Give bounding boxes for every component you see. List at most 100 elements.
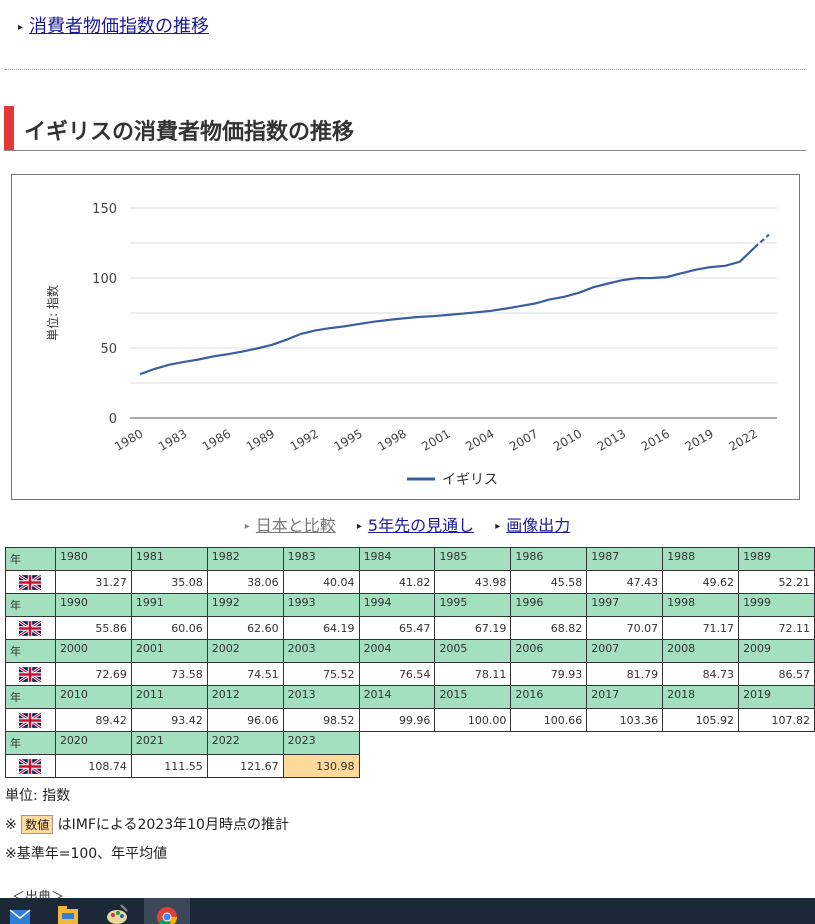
year-cell: 1989 bbox=[738, 547, 815, 571]
value-cell: 100.66 bbox=[510, 708, 588, 732]
year-header-cell: 年 bbox=[5, 639, 56, 663]
chrome-icon[interactable] bbox=[153, 901, 181, 924]
year-cell: 2015 bbox=[434, 685, 512, 709]
empty-cell bbox=[587, 755, 663, 778]
x-tick-label: 1980 bbox=[112, 426, 145, 453]
flag-cell bbox=[5, 570, 56, 594]
value-row: 55.86 60.06 62.60 64.19 65.47 67.19 68.82 70.07… bbox=[5, 616, 815, 640]
notes: 単位: 指数 ※ 数値 はIMFによる2023年10月時点の推計 ※基準年=10… bbox=[5, 785, 289, 872]
x-tick-label: 2022 bbox=[726, 426, 759, 453]
estimate-note: ※ 数値 はIMFによる2023年10月時点の推計 bbox=[5, 814, 289, 834]
year-row: 年 1990 1991 1992 1993 1994 1995 1996 1997 1998 199… bbox=[5, 593, 815, 617]
x-tick-label: 2010 bbox=[551, 426, 584, 453]
year-cell: 1987 bbox=[586, 547, 664, 571]
estimate-badge: 数値 bbox=[21, 815, 54, 834]
year-header-cell: 年 bbox=[5, 593, 56, 617]
paint-icon[interactable] bbox=[103, 901, 131, 924]
uk-flag-icon bbox=[19, 758, 42, 774]
year-cell: 1997 bbox=[586, 593, 664, 617]
value-cell: 98.52 bbox=[282, 708, 360, 732]
estimate-prefix: ※ bbox=[5, 817, 17, 833]
year-cell: 2007 bbox=[586, 639, 664, 663]
year-cell: 1981 bbox=[130, 547, 208, 571]
x-tick-label: 1992 bbox=[288, 426, 321, 453]
value-cell: 81.79 bbox=[586, 662, 664, 686]
divider bbox=[5, 69, 805, 70]
value-cell: 78.11 bbox=[434, 662, 512, 686]
year-cell: 1992 bbox=[206, 593, 284, 617]
year-cell: 2017 bbox=[586, 685, 664, 709]
year-cell: 2022 bbox=[206, 731, 284, 755]
year-cell: 1991 bbox=[130, 593, 208, 617]
empty-cell bbox=[739, 755, 815, 778]
value-cell: 73.58 bbox=[130, 662, 208, 686]
x-tick-label: 2016 bbox=[639, 426, 672, 453]
x-tick-label: 2007 bbox=[507, 426, 540, 453]
value-cell: 111.55 bbox=[130, 754, 208, 778]
section-title: イギリスの消費者物価指数の推移 bbox=[24, 120, 355, 145]
chart-svg: 0 50 100 150 単位: 指数 1980 1983 1986 1989 1992 1995 1… bbox=[45, 202, 777, 488]
file-explorer-icon[interactable] bbox=[54, 901, 82, 924]
uk-flag-icon bbox=[19, 712, 42, 728]
value-cell: 71.17 bbox=[662, 616, 740, 640]
uk-flag-icon bbox=[19, 620, 42, 636]
value-cell: 72.11 bbox=[738, 616, 815, 640]
year-cell: 2001 bbox=[130, 639, 208, 663]
x-tick-label: 1989 bbox=[244, 426, 277, 453]
x-tick-label: 2001 bbox=[419, 426, 452, 453]
year-cell: 1980 bbox=[54, 547, 132, 571]
compare-japan-link[interactable]: 日本と比較 bbox=[255, 516, 336, 535]
image-export-link[interactable]: 画像出力 bbox=[506, 516, 571, 535]
value-cell: 79.93 bbox=[510, 662, 588, 686]
empty-cell bbox=[359, 732, 435, 755]
value-cell: 103.36 bbox=[586, 708, 664, 732]
empty-cell bbox=[511, 732, 587, 755]
estimate-text: はIMFによる2023年10月時点の推計 bbox=[57, 817, 289, 833]
x-tick-label: 1986 bbox=[200, 426, 233, 453]
year-cell: 1996 bbox=[510, 593, 588, 617]
value-row: 89.42 93.42 96.06 98.52 99.96 100.00 100.66 103… bbox=[5, 708, 815, 732]
year-row: 年 1980 1981 1982 1983 1984 1985 1986 1987 1988 198… bbox=[5, 547, 815, 571]
value-cell: 35.08 bbox=[130, 570, 208, 594]
year-cell: 2002 bbox=[206, 639, 284, 663]
value-cell: 130.98 bbox=[282, 754, 360, 778]
year-cell: 2021 bbox=[130, 731, 208, 755]
cpi-trend-link[interactable]: 消費者物価指数の推移 bbox=[29, 16, 210, 37]
value-cell: 45.58 bbox=[510, 570, 588, 594]
x-tick-label: 1983 bbox=[156, 426, 189, 453]
legend-label: イギリス bbox=[442, 472, 498, 488]
year-cell: 2004 bbox=[358, 639, 436, 663]
year-cell: 1983 bbox=[282, 547, 360, 571]
year-cell: 1999 bbox=[738, 593, 815, 617]
empty-cell bbox=[587, 732, 663, 755]
value-cell: 52.21 bbox=[738, 570, 815, 594]
forecast-link[interactable]: 5年先の見通し bbox=[367, 516, 475, 535]
value-row: 31.27 35.08 38.06 40.04 41.82 43.98 45.58 47.43… bbox=[5, 570, 815, 594]
value-cell: 40.04 bbox=[282, 570, 360, 594]
series-line bbox=[139, 246, 756, 376]
cpi-table: 年 1980 1981 1982 1983 1984 1985 1986 1987 1988 198… bbox=[5, 547, 815, 778]
year-header-cell: 年 bbox=[5, 731, 56, 755]
year-cell: 1985 bbox=[434, 547, 512, 571]
value-cell: 38.06 bbox=[206, 570, 284, 594]
value-cell: 70.07 bbox=[586, 616, 664, 640]
value-cell: 64.19 bbox=[282, 616, 360, 640]
year-cell: 2009 bbox=[738, 639, 815, 663]
value-cell: 74.51 bbox=[206, 662, 284, 686]
value-cell: 72.69 bbox=[54, 662, 132, 686]
value-cell: 93.42 bbox=[130, 708, 208, 732]
mail-icon[interactable] bbox=[6, 901, 34, 924]
year-cell: 2020 bbox=[54, 731, 132, 755]
year-cell: 2010 bbox=[54, 685, 132, 709]
year-cell: 2018 bbox=[662, 685, 740, 709]
year-row: 年 2010 2011 2012 2013 2014 2015 2016 2017 2018 201… bbox=[5, 685, 815, 709]
value-cell: 84.73 bbox=[662, 662, 740, 686]
year-row: 年 2020 2021 2022 2023 bbox=[5, 731, 815, 755]
empty-cell bbox=[663, 755, 739, 778]
empty-cell bbox=[359, 755, 435, 778]
x-tick-label: 2013 bbox=[595, 426, 628, 453]
series-line-estimate bbox=[753, 233, 770, 249]
value-cell: 99.96 bbox=[358, 708, 436, 732]
unit-note: 単位: 指数 bbox=[5, 788, 71, 804]
year-cell: 2014 bbox=[358, 685, 436, 709]
